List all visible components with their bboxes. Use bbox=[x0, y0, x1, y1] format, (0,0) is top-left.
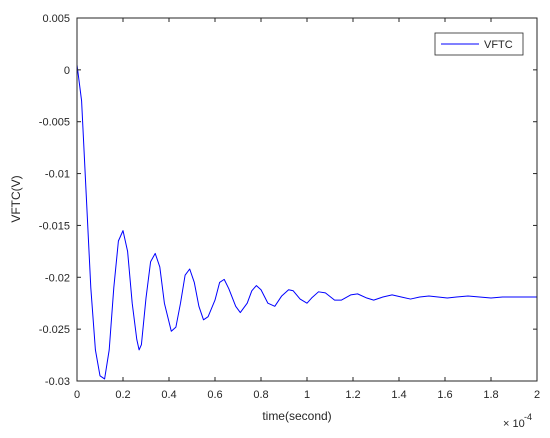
legend: VFTC bbox=[434, 32, 524, 56]
x-multiplier-label: × 10 bbox=[503, 418, 525, 430]
x-tick-label: 1.8 bbox=[483, 389, 498, 401]
x-tick-label: 1.4 bbox=[391, 389, 406, 401]
x-tick-label: 0.6 bbox=[207, 389, 222, 401]
x-tick-label: 1.2 bbox=[345, 389, 360, 401]
y-tick-label: -0.005 bbox=[39, 117, 70, 129]
x-ticks: 0 0.2 0.4 0.6 0.8 1 1.2 1.4 1.6 1.8 2 bbox=[74, 18, 540, 401]
y-axis-label: VFTC(V) bbox=[9, 175, 23, 222]
x-tick-label: 0 bbox=[74, 389, 80, 401]
y-tick-label: 0 bbox=[64, 65, 70, 77]
y-tick-label: -0.02 bbox=[45, 272, 70, 284]
x-tick-label: 1.6 bbox=[437, 389, 452, 401]
y-tick-label: -0.01 bbox=[45, 169, 70, 181]
y-tick-label: -0.03 bbox=[45, 376, 70, 388]
x-exponent-label: -4 bbox=[524, 412, 532, 422]
x-tick-label: 0.8 bbox=[253, 389, 268, 401]
x-tick-label: 1 bbox=[304, 389, 310, 401]
legend-label: VFTC bbox=[484, 39, 513, 51]
y-tick-label: 0.005 bbox=[42, 13, 70, 25]
x-axis-label: time(second) bbox=[262, 409, 331, 423]
x-tick-label: 0.4 bbox=[161, 389, 176, 401]
x-tick-label: 2 bbox=[534, 389, 540, 401]
series-line-vftc bbox=[76, 64, 537, 380]
plot-area bbox=[77, 18, 537, 381]
y-tick-label: -0.025 bbox=[39, 324, 70, 336]
series-layer bbox=[76, 64, 537, 380]
y-tick-label: -0.015 bbox=[39, 220, 70, 232]
y-ticks: 0.005 0 -0.005 -0.01 -0.015 -0.02 -0.025 -0.03 bbox=[39, 13, 537, 388]
x-tick-label: 0.2 bbox=[115, 389, 130, 401]
